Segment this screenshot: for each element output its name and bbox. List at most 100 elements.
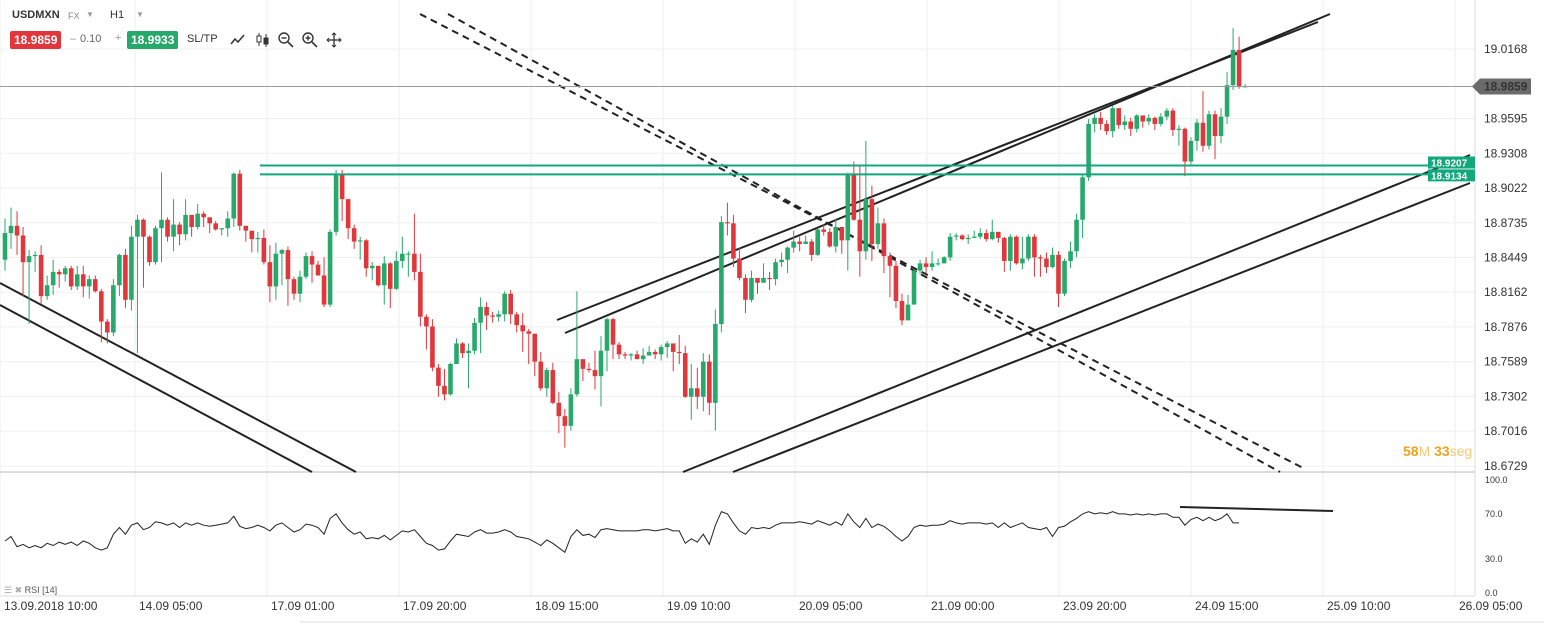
current-price-tag [1472, 78, 1531, 95]
candle-countdown: 58M 33seg [1403, 443, 1472, 459]
candle-body [207, 217, 212, 224]
candle-body [574, 359, 580, 395]
market-dropdown-icon[interactable]: ▼ [86, 10, 94, 19]
candle-body [32, 254, 38, 257]
candle-body [1236, 49, 1242, 87]
zoom-in-icon[interactable] [301, 31, 319, 49]
candle-body [1008, 236, 1013, 261]
candle-body [86, 279, 92, 287]
candle-body [989, 231, 995, 240]
candle-body [153, 228, 158, 263]
candle-body [1080, 177, 1085, 220]
candle-body [424, 316, 429, 327]
trend-line[interactable] [682, 154, 1471, 473]
candle-body [899, 300, 905, 321]
candle-body [610, 319, 616, 345]
candle-body [44, 285, 50, 297]
line-chart-icon[interactable] [229, 31, 247, 49]
time-tick-label: 24.09 15:00 [1195, 599, 1259, 613]
candle-body [26, 256, 32, 263]
price-tick-label: 18.9308 [1484, 146, 1528, 160]
price-tick-label: 18.7302 [1484, 390, 1528, 404]
candle-body [1020, 258, 1025, 264]
sltp-button[interactable]: SL/TP [187, 33, 218, 45]
remove-indicator-icon[interactable]: ✖ [14, 585, 23, 595]
countdown-seconds: 33 [1434, 443, 1450, 459]
candle-body [731, 223, 736, 259]
trend-line[interactable] [556, 21, 1319, 321]
trend-line[interactable] [0, 282, 357, 473]
trend-line[interactable] [0, 304, 313, 473]
candle-body [68, 268, 74, 287]
candle-body [664, 343, 670, 348]
candle-body [1182, 128, 1188, 162]
symbol-name[interactable]: USDMXN [12, 9, 60, 21]
rsi-line [4, 510, 1240, 554]
timeframe-selector[interactable]: H1 [110, 9, 125, 21]
candle-body [177, 224, 182, 235]
candle-body [321, 275, 327, 305]
crosshair-icon[interactable] [325, 31, 343, 49]
candle-body [255, 237, 261, 240]
candle-body [833, 227, 839, 247]
candle-body [550, 370, 556, 403]
time-tick-label: 19.09 10:00 [667, 599, 731, 613]
candle-body [652, 351, 658, 355]
candle-body [460, 343, 465, 354]
candle-body [983, 233, 989, 240]
sell-price-button[interactable]: 18.9859 [10, 31, 62, 49]
trend-line[interactable] [732, 182, 1471, 473]
time-tick-label: 13.09.2018 10:00 [4, 599, 98, 613]
candle-body [755, 277, 760, 283]
candle-body [845, 173, 851, 241]
candle-body [1026, 236, 1031, 259]
spread-value: 0.10 [80, 33, 102, 45]
candle-body [701, 361, 706, 397]
level-price-tag[interactable] [1428, 156, 1475, 169]
candle-body [333, 174, 339, 232]
candle-body [1068, 251, 1073, 261]
candle-body [1050, 254, 1055, 268]
candle-body [688, 388, 694, 397]
candle-body [1152, 117, 1158, 124]
candle-body [99, 291, 104, 322]
candle-body [478, 307, 483, 323]
rsi-indicator-label[interactable]: ☰ ✖ RSI [14] [4, 585, 57, 596]
candle-body [586, 368, 592, 371]
candle-body [406, 253, 411, 255]
candle-body [839, 227, 845, 241]
candle-body [604, 319, 610, 351]
candle-body [38, 254, 44, 297]
candle-body [713, 324, 718, 403]
candle-body [490, 315, 495, 317]
price-tick-label: 18.9022 [1484, 181, 1528, 195]
candle-body [719, 222, 724, 325]
candle-body [947, 236, 953, 258]
indicator-settings-icon[interactable]: ☰ [4, 585, 13, 595]
timeframe-dropdown-icon[interactable]: ▼ [136, 10, 144, 19]
candle-body [430, 326, 435, 368]
candle-body [448, 364, 453, 395]
candle-body [1188, 140, 1194, 162]
countdown-minutes: 58 [1403, 443, 1419, 459]
price-tick-label: 18.9595 [1484, 111, 1528, 125]
candle-body [628, 354, 634, 356]
candle-body [562, 416, 568, 426]
candle-body [375, 265, 381, 286]
candle-body [225, 218, 231, 229]
level-price-tag[interactable] [1428, 169, 1475, 182]
candle-body [231, 173, 237, 219]
rsi-trend-line[interactable] [1179, 506, 1334, 512]
candles-icon[interactable] [254, 31, 272, 49]
candle-body [1128, 121, 1134, 129]
candle-body [526, 331, 532, 334]
zoom-out-icon[interactable] [277, 31, 295, 49]
candle-body [267, 262, 273, 287]
candle-body [917, 263, 923, 271]
candle-body [821, 229, 827, 232]
buy-price-button[interactable]: 18.9933 [127, 31, 179, 49]
candle-body [875, 223, 881, 244]
candle-body [62, 268, 68, 275]
candle-body [508, 293, 513, 315]
